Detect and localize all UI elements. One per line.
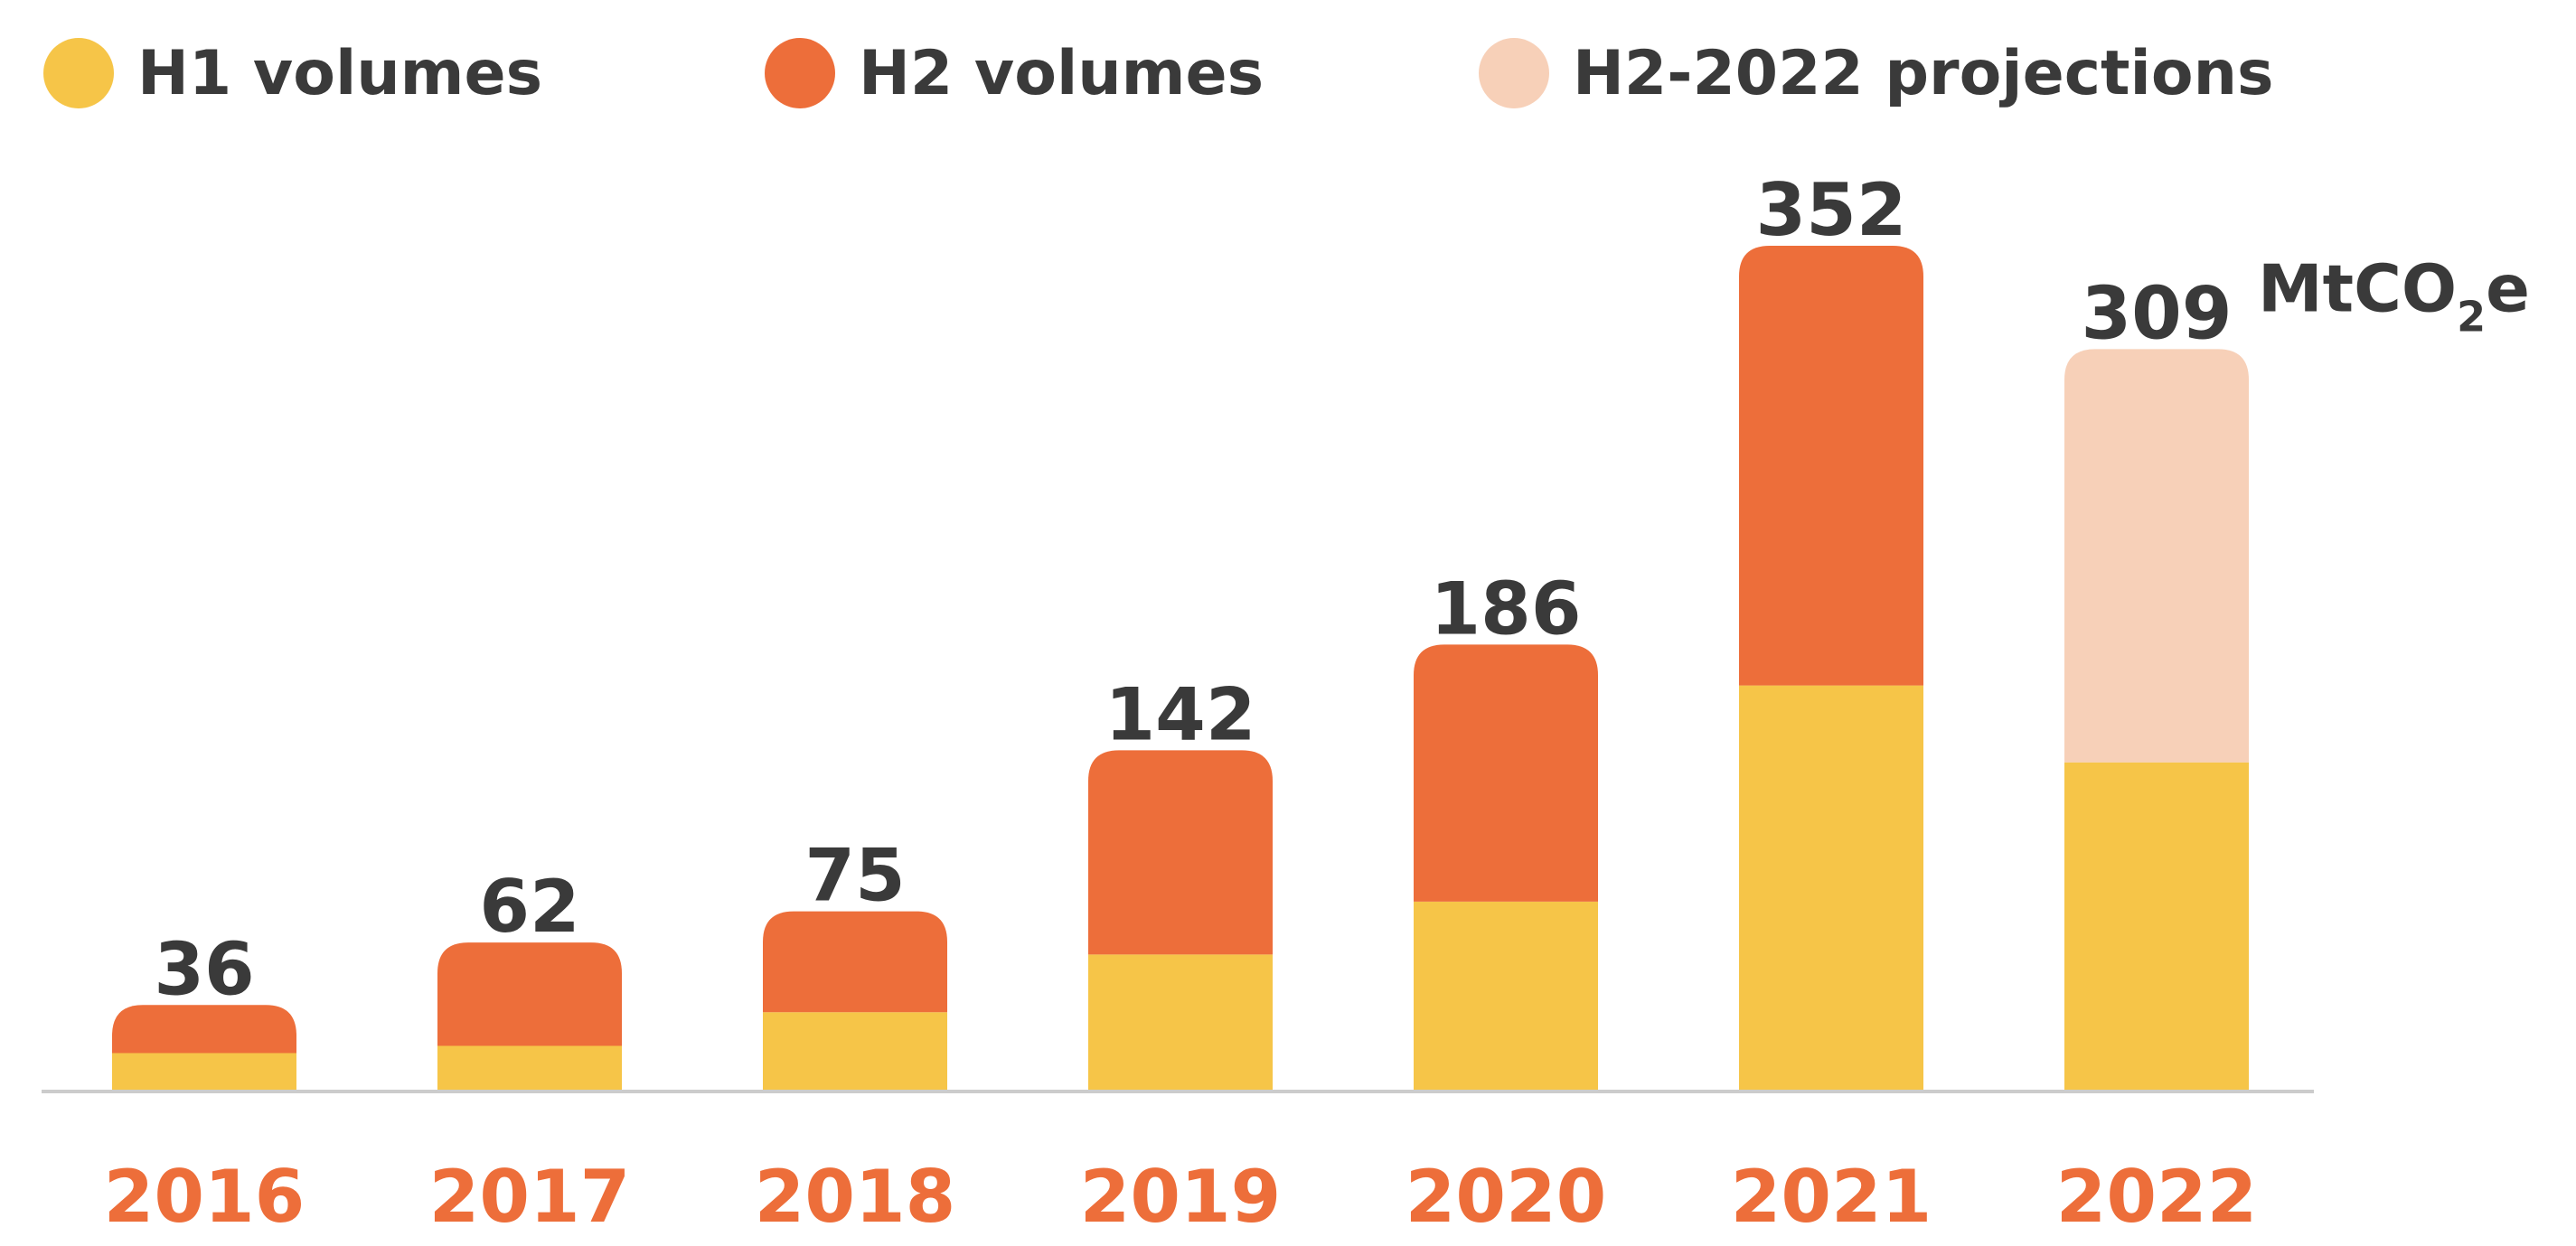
- value-label-2022: 309: [2082, 271, 2233, 355]
- bar-h2-2021: [1739, 246, 1923, 686]
- value-label-2017: 62: [479, 865, 579, 949]
- legend-item-h2: H2 volumes: [765, 33, 1264, 114]
- bar-h2-2017: [437, 942, 622, 1046]
- legend-label-h1: H1 volumes: [137, 37, 543, 109]
- year-label-2021: 2021: [1731, 1155, 1932, 1239]
- bar-h1-2019: [1088, 954, 1273, 1091]
- legend-swatch-h2: [765, 38, 835, 108]
- bars-group: [112, 246, 2249, 1091]
- bar-h1-2017: [437, 1045, 622, 1091]
- year-label-2020: 2020: [1406, 1155, 1607, 1239]
- bar-h1-2020: [1414, 901, 1598, 1091]
- value-label-2020: 186: [1431, 567, 1582, 651]
- bar-h2-2019: [1088, 750, 1273, 955]
- value-label-2019: 142: [1105, 672, 1256, 756]
- legend-label-h2: H2 volumes: [859, 37, 1264, 109]
- bar-h1-2021: [1739, 685, 1923, 1091]
- legend-label-projection: H2-2022 projections: [1573, 37, 2274, 109]
- year-label-2019: 2019: [1080, 1155, 1282, 1239]
- labels-group: 36 2016 62 2017 75 2018 142 2019 186 2020 352 2021 3…: [104, 168, 2258, 1239]
- value-label-2021: 352: [1756, 168, 1907, 252]
- legend-swatch-h1: [43, 38, 114, 108]
- year-label-2022: 2022: [2056, 1155, 2258, 1239]
- bar-h1-2022: [2064, 762, 2249, 1091]
- chart-legend: H1 volumes H2 volumes H2-2022 projection…: [0, 0, 2576, 154]
- bar-h2-2020: [1414, 644, 1598, 902]
- value-label-2018: 75: [804, 834, 905, 918]
- legend-item-projection: H2-2022 projections: [1479, 33, 2273, 114]
- bar-projection-2022: [2064, 349, 2249, 763]
- value-label-2016: 36: [154, 927, 254, 1011]
- legend-swatch-projection: [1479, 38, 1549, 108]
- bar-h1-2016: [112, 1053, 296, 1091]
- bar-h1-2018: [763, 1012, 947, 1091]
- year-label-2016: 2016: [104, 1155, 306, 1239]
- bar-h2-2016: [112, 1005, 296, 1054]
- year-label-2018: 2018: [755, 1155, 956, 1239]
- unit-label: MtCO2e: [2258, 250, 2530, 341]
- bar-h2-2018: [763, 911, 947, 1013]
- year-label-2017: 2017: [429, 1155, 631, 1239]
- legend-item-h1: H1 volumes: [43, 33, 542, 114]
